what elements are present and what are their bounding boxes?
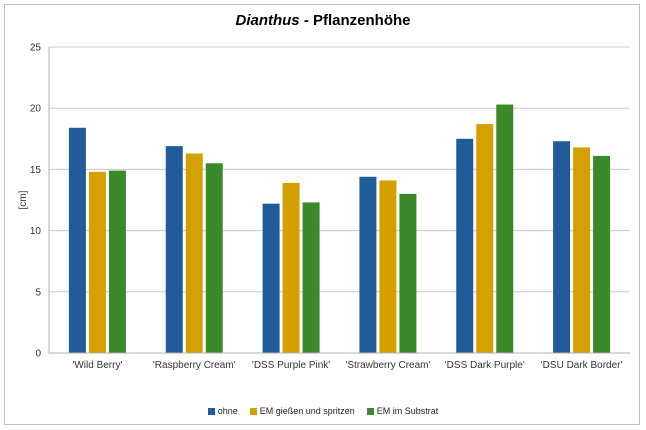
chart-title-rest: - Pflanzenhöhe — [299, 12, 411, 29]
bar — [476, 124, 494, 353]
x-category-label: 'DSU Dark Border' — [541, 360, 623, 371]
bar — [593, 155, 611, 353]
bars — [68, 104, 611, 353]
legend-label: EM im Substrat — [376, 406, 439, 416]
y-tick-label: 5 — [35, 287, 41, 298]
y-tick-label: 20 — [30, 104, 42, 115]
gridlines — [49, 46, 630, 293]
bar — [108, 170, 126, 353]
chart-title-italic: Dianthus — [235, 12, 300, 29]
y-tick-label: 25 — [30, 43, 42, 54]
x-category-label: 'DSS Purple Pink' — [252, 360, 330, 371]
chart-title: Dianthus - Pflanzenhöhe — [0, 12, 646, 29]
bar — [496, 104, 514, 353]
legend-swatch — [249, 407, 257, 415]
bar — [553, 141, 571, 353]
bar — [88, 171, 106, 353]
bar — [359, 176, 377, 353]
bar — [185, 153, 203, 353]
bar — [456, 138, 474, 353]
x-category-label: 'Strawberry Cream' — [345, 360, 430, 371]
x-category-label: 'Raspberry Cream' — [153, 360, 236, 371]
y-tick-label: 0 — [35, 349, 41, 360]
bar — [165, 146, 183, 353]
legend-item: ohne — [207, 406, 238, 416]
legend-item: EM gießen und spritzen — [249, 406, 355, 416]
bar — [68, 127, 86, 353]
legend-item: EM im Substrat — [366, 406, 439, 416]
x-category-label: 'Wild Berry' — [72, 360, 122, 371]
axes — [48, 47, 630, 354]
bar — [262, 203, 280, 353]
y-axis-title: [cm] — [18, 190, 29, 209]
bar — [399, 193, 417, 353]
bar — [302, 202, 320, 353]
x-category-label: 'DSS Dark Purple' — [445, 360, 525, 371]
y-tick-labels: 0 5 10 15 20 25 — [30, 43, 42, 360]
legend: ohne EM gießen und spritzen EM im Substrat — [0, 406, 646, 416]
y-tick-label: 10 — [30, 226, 42, 237]
legend-swatch — [366, 407, 374, 415]
bar — [573, 147, 591, 353]
bar — [379, 180, 397, 353]
bar — [282, 182, 300, 353]
legend-label: ohne — [217, 406, 238, 416]
bar — [205, 163, 223, 353]
legend-label: EM gießen und spritzen — [259, 406, 355, 416]
category-labels: 'Wild Berry' 'Raspberry Cream' 'DSS Purple… — [72, 360, 622, 371]
y-tick-label: 15 — [30, 165, 42, 176]
legend-swatch — [207, 407, 215, 415]
